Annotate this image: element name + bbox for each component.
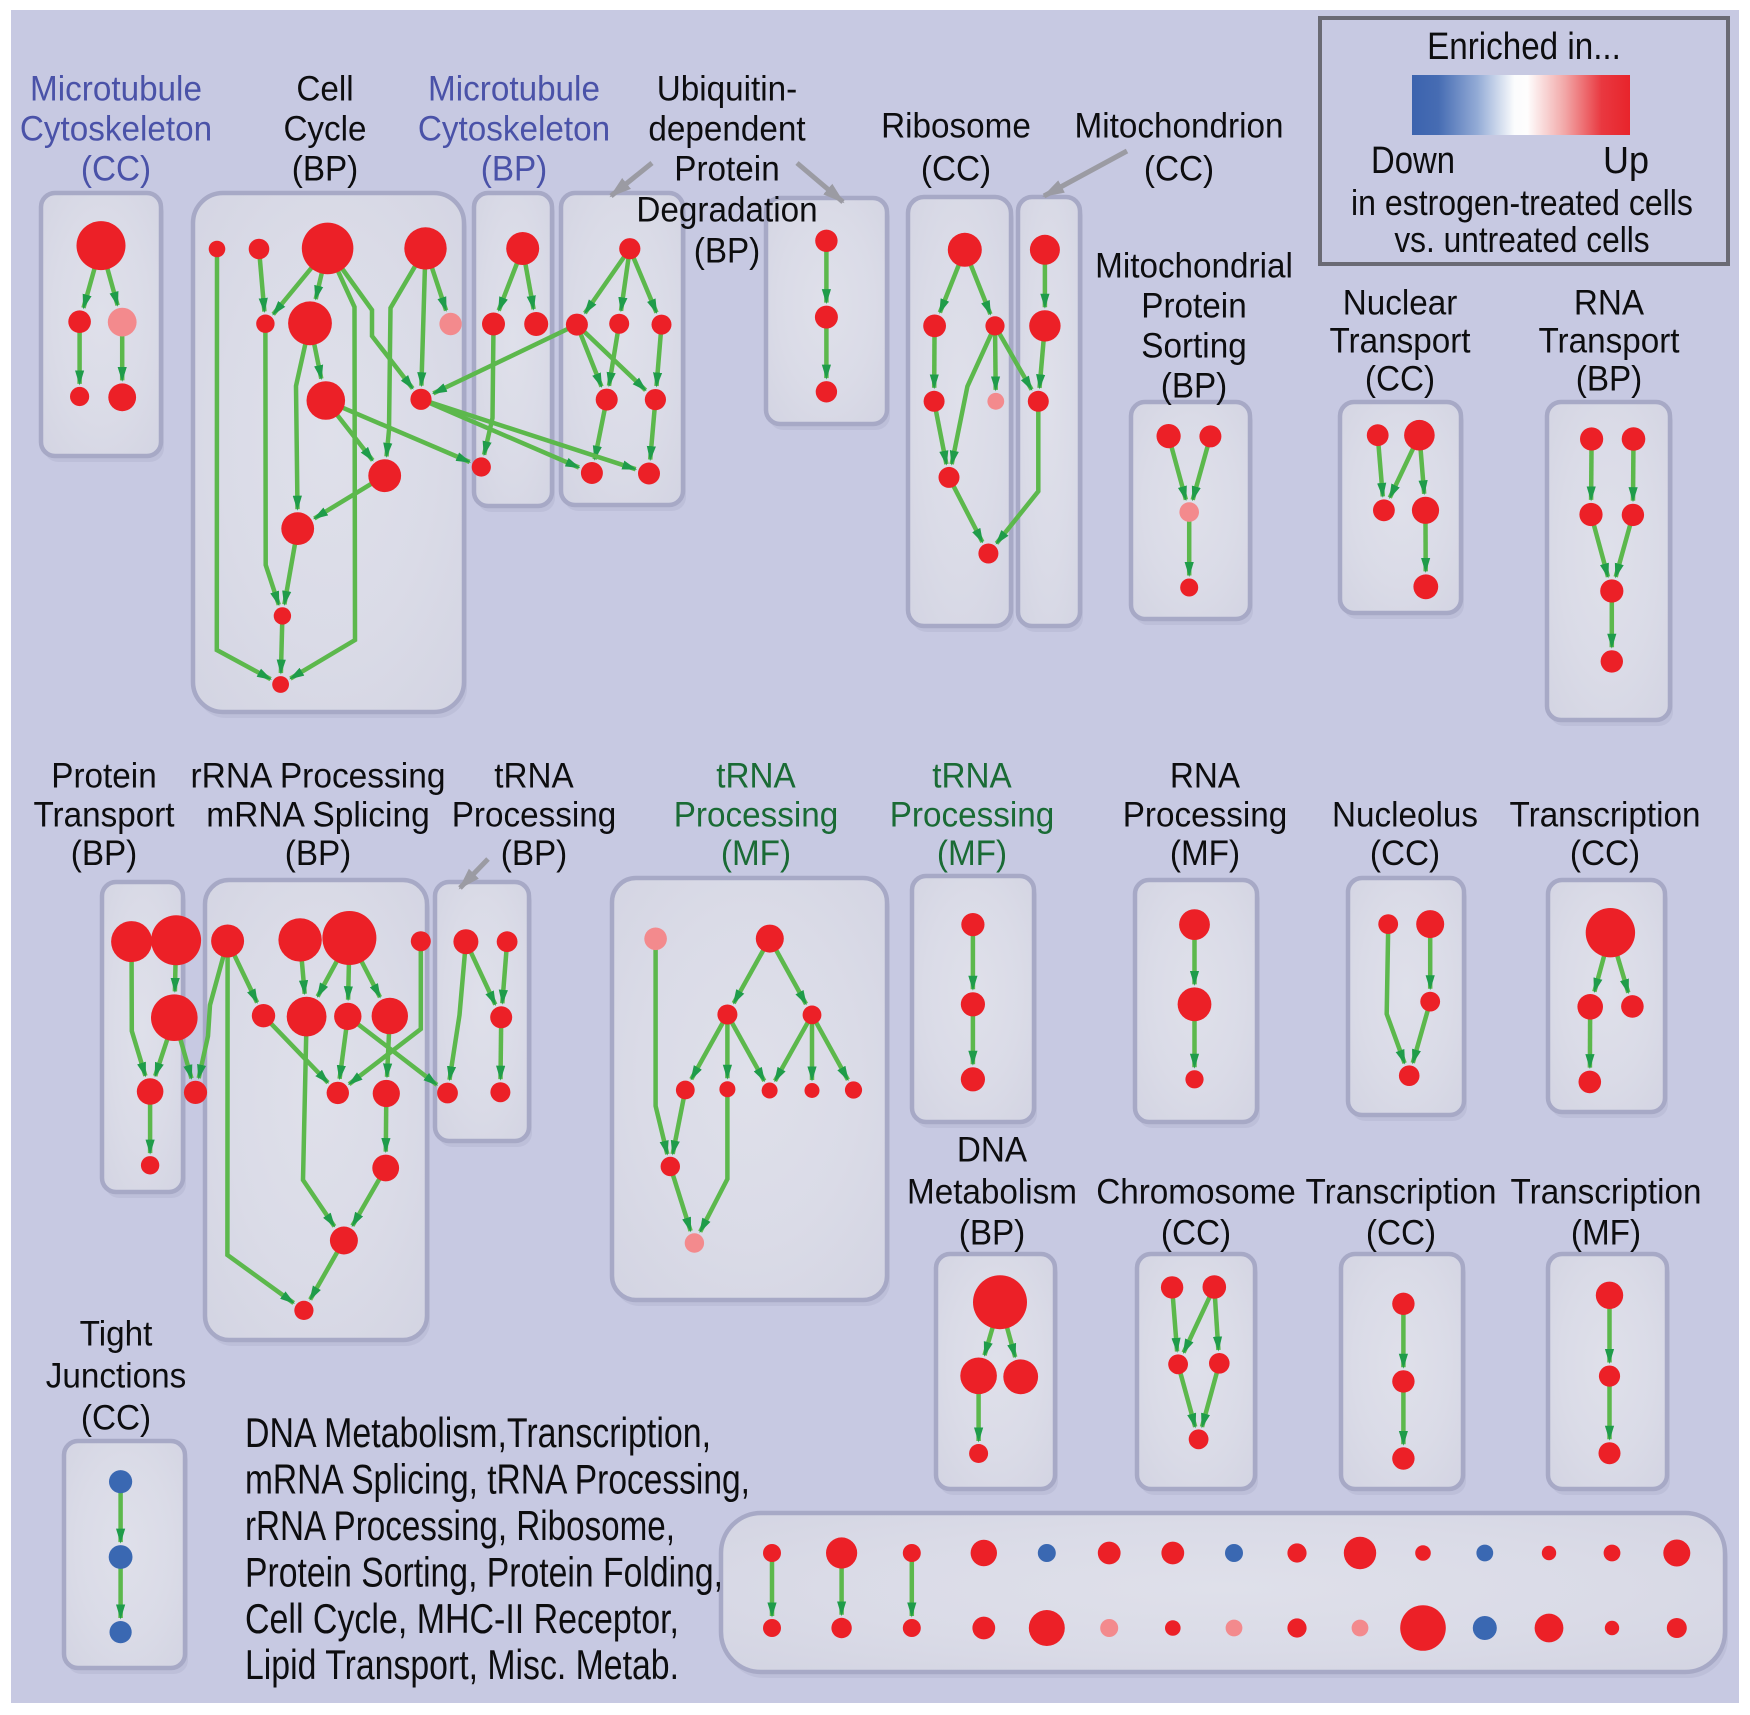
svg-text:Processing: Processing bbox=[452, 795, 617, 834]
svg-text:mRNA Splicing, tRNA Processing: mRNA Splicing, tRNA Processing, bbox=[245, 1456, 750, 1503]
svg-text:(BP): (BP) bbox=[1576, 360, 1643, 399]
svg-text:(MF): (MF) bbox=[721, 834, 791, 873]
svg-text:Up: Up bbox=[1603, 140, 1649, 182]
svg-text:Enriched in...: Enriched in... bbox=[1427, 26, 1621, 68]
svg-text:RNA: RNA bbox=[1170, 757, 1241, 796]
svg-text:(CC): (CC) bbox=[921, 150, 991, 189]
svg-text:Transcription: Transcription bbox=[1510, 795, 1701, 834]
svg-text:Cell Cycle, MHC-II Receptor,: Cell Cycle, MHC-II Receptor, bbox=[245, 1595, 679, 1642]
svg-text:(CC): (CC) bbox=[81, 150, 151, 189]
svg-text:Chromosome: Chromosome bbox=[1096, 1173, 1296, 1212]
svg-text:Mitochondrion: Mitochondrion bbox=[1075, 107, 1284, 146]
svg-text:Protein Sorting, Protein Foldi: Protein Sorting, Protein Folding, bbox=[245, 1548, 723, 1595]
svg-text:Cell: Cell bbox=[296, 70, 353, 109]
svg-text:mRNA Splicing: mRNA Splicing bbox=[206, 795, 430, 834]
svg-text:Lipid Transport, Misc. Metab.: Lipid Transport, Misc. Metab. bbox=[245, 1641, 679, 1688]
svg-text:tRNA: tRNA bbox=[932, 757, 1012, 796]
svg-text:(BP): (BP) bbox=[285, 834, 352, 873]
svg-text:Microtubule: Microtubule bbox=[30, 70, 202, 109]
svg-text:Protein: Protein bbox=[51, 757, 156, 796]
svg-text:tRNA: tRNA bbox=[716, 757, 796, 796]
svg-text:Degradation: Degradation bbox=[636, 191, 817, 230]
svg-text:Ribosome: Ribosome bbox=[881, 107, 1031, 146]
svg-text:Down: Down bbox=[1371, 140, 1455, 182]
svg-text:(CC): (CC) bbox=[1161, 1214, 1231, 1253]
svg-text:Protein: Protein bbox=[674, 150, 779, 189]
svg-text:Processing: Processing bbox=[1123, 795, 1288, 834]
svg-text:Processing: Processing bbox=[890, 795, 1055, 834]
svg-text:(CC): (CC) bbox=[1365, 360, 1435, 399]
svg-text:Tight: Tight bbox=[80, 1315, 153, 1354]
svg-text:(CC): (CC) bbox=[1144, 150, 1214, 189]
svg-text:Processing: Processing bbox=[674, 795, 839, 834]
svg-text:Transport: Transport bbox=[33, 795, 174, 834]
svg-text:(BP): (BP) bbox=[959, 1214, 1026, 1253]
svg-text:(BP): (BP) bbox=[501, 834, 568, 873]
svg-text:Nuclear: Nuclear bbox=[1343, 284, 1458, 323]
svg-text:(CC): (CC) bbox=[1366, 1214, 1436, 1253]
svg-text:Microtubule: Microtubule bbox=[428, 70, 600, 109]
svg-text:(MF): (MF) bbox=[1571, 1214, 1641, 1253]
svg-text:in estrogen-treated cells: in estrogen-treated cells bbox=[1351, 182, 1693, 223]
svg-text:(BP): (BP) bbox=[292, 150, 359, 189]
svg-text:tRNA: tRNA bbox=[494, 757, 574, 796]
svg-text:Nucleolus: Nucleolus bbox=[1332, 795, 1478, 834]
svg-text:(BP): (BP) bbox=[1161, 367, 1228, 406]
svg-text:rRNA Processing, Ribosome,: rRNA Processing, Ribosome, bbox=[245, 1502, 675, 1549]
svg-text:Transcription: Transcription bbox=[1511, 1173, 1702, 1212]
svg-text:Protein: Protein bbox=[1141, 287, 1246, 326]
svg-text:Transcription: Transcription bbox=[1306, 1173, 1497, 1212]
svg-text:DNA: DNA bbox=[957, 1131, 1028, 1170]
svg-text:Mitochondrial: Mitochondrial bbox=[1095, 247, 1293, 286]
svg-text:DNA Metabolism,Transcription,: DNA Metabolism,Transcription, bbox=[245, 1409, 711, 1456]
svg-text:vs. untreated cells: vs. untreated cells bbox=[1394, 219, 1649, 260]
svg-text:(CC): (CC) bbox=[1370, 834, 1440, 873]
svg-text:Cytoskeleton: Cytoskeleton bbox=[20, 110, 212, 149]
svg-text:Ubiquitin-: Ubiquitin- bbox=[657, 70, 798, 109]
svg-text:(BP): (BP) bbox=[481, 150, 548, 189]
svg-text:(MF): (MF) bbox=[1170, 834, 1240, 873]
svg-text:(BP): (BP) bbox=[71, 834, 138, 873]
svg-text:Cycle: Cycle bbox=[283, 110, 366, 149]
svg-text:(BP): (BP) bbox=[694, 232, 761, 271]
svg-text:Transport: Transport bbox=[1538, 322, 1679, 361]
svg-text:Junctions: Junctions bbox=[46, 1357, 187, 1396]
svg-text:Sorting: Sorting bbox=[1141, 327, 1246, 366]
svg-text:dependent: dependent bbox=[648, 110, 805, 149]
svg-text:Metabolism: Metabolism bbox=[907, 1173, 1077, 1212]
svg-text:RNA: RNA bbox=[1574, 284, 1645, 323]
svg-text:Transport: Transport bbox=[1329, 322, 1470, 361]
svg-text:(CC): (CC) bbox=[1570, 834, 1640, 873]
svg-text:Cytoskeleton: Cytoskeleton bbox=[418, 110, 610, 149]
svg-text:(MF): (MF) bbox=[937, 834, 1007, 873]
svg-text:rRNA Processing: rRNA Processing bbox=[191, 757, 446, 796]
svg-text:(CC): (CC) bbox=[81, 1399, 151, 1438]
